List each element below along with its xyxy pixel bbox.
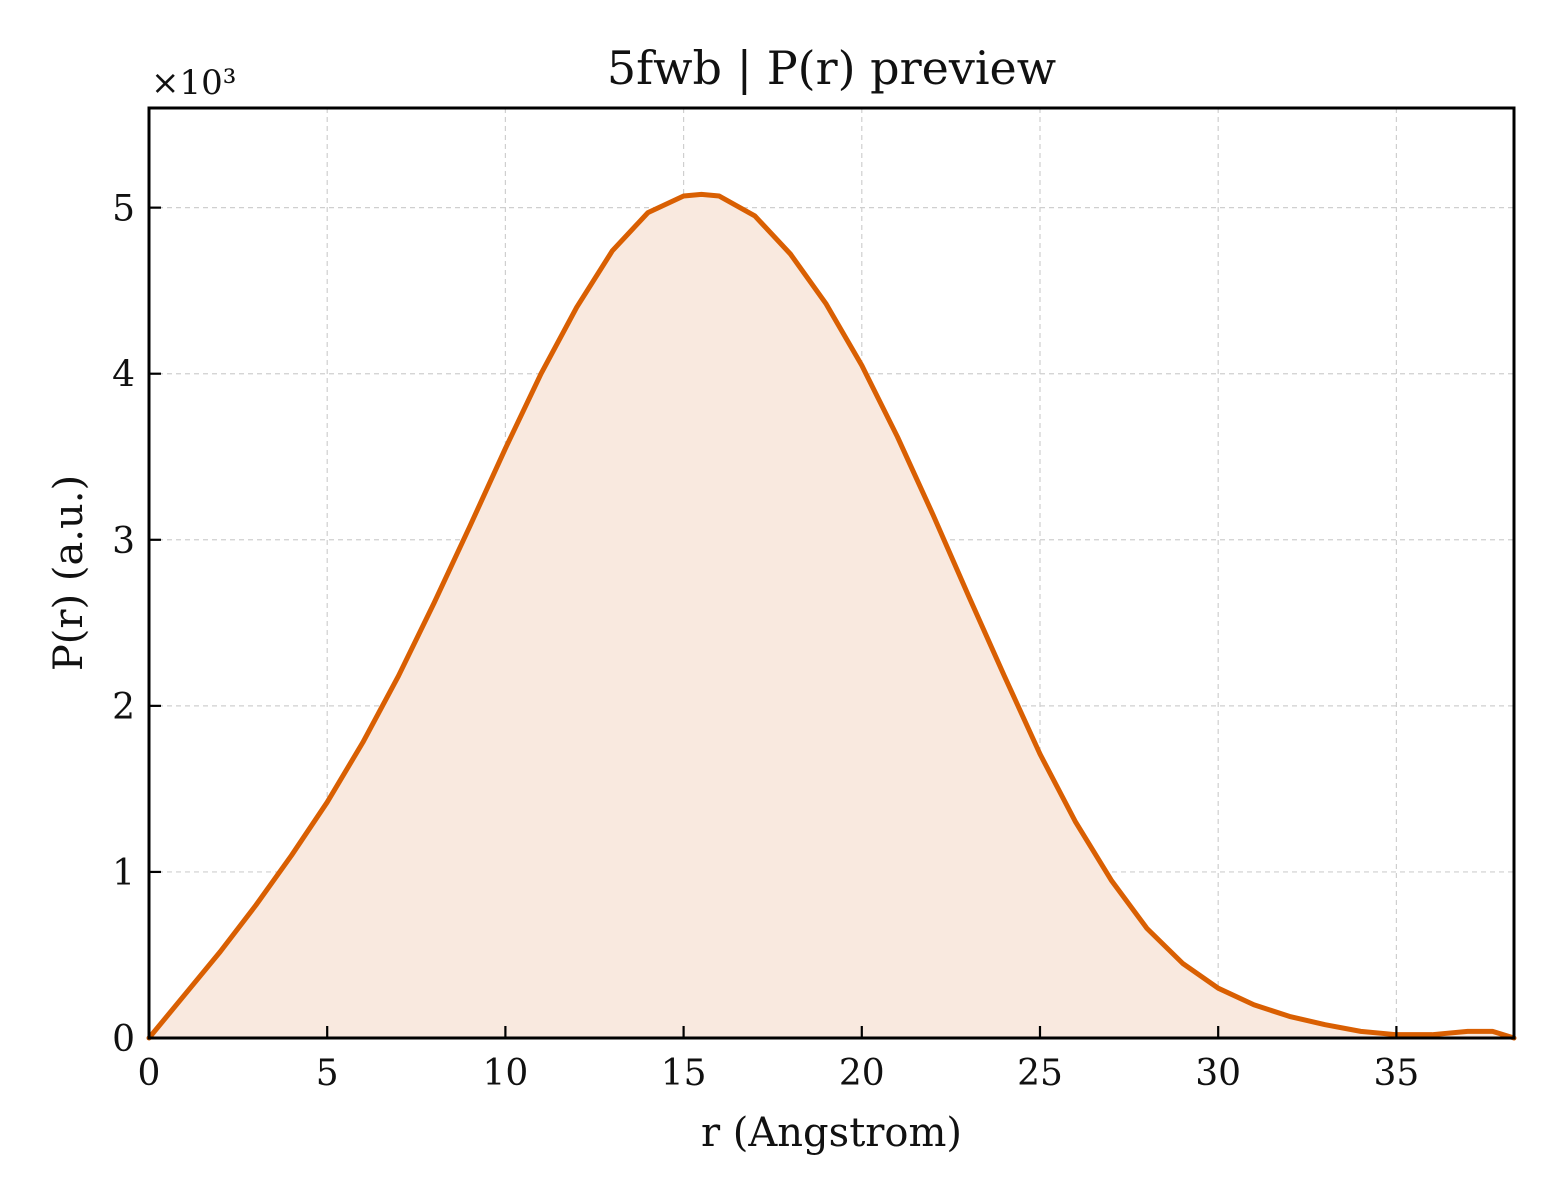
x-tick-label: 35 xyxy=(1373,1053,1419,1094)
y-tick-label: 2 xyxy=(112,687,135,728)
y-tick-label: 0 xyxy=(112,1019,135,1060)
y-tick-label: 4 xyxy=(112,355,135,396)
x-tick-label: 0 xyxy=(138,1053,161,1094)
y-tick-label: 3 xyxy=(112,521,135,562)
pr-series-line xyxy=(146,191,1517,1041)
x-tick-label: 15 xyxy=(661,1053,707,1094)
y-tick-label: 5 xyxy=(112,189,135,230)
y-axis-label: P(r) (a.u.) xyxy=(46,475,92,671)
x-tick-label: 20 xyxy=(839,1053,885,1094)
y-tick-label: 1 xyxy=(112,853,135,894)
axis-ticks xyxy=(147,206,1398,1040)
y-axis-multiplier: ×10³ xyxy=(151,63,236,103)
x-axis-label: r (Angstrom) xyxy=(701,1110,962,1156)
x-tick-label: 5 xyxy=(316,1053,339,1094)
pr-area-fill xyxy=(149,194,1514,1039)
x-tick-label: 25 xyxy=(1017,1053,1063,1094)
x-tick-label: 10 xyxy=(482,1053,528,1094)
chart-title: 5fwb | P(r) preview xyxy=(607,41,1056,95)
x-tick-label: 30 xyxy=(1195,1053,1241,1094)
plot-frame xyxy=(147,106,1516,1040)
